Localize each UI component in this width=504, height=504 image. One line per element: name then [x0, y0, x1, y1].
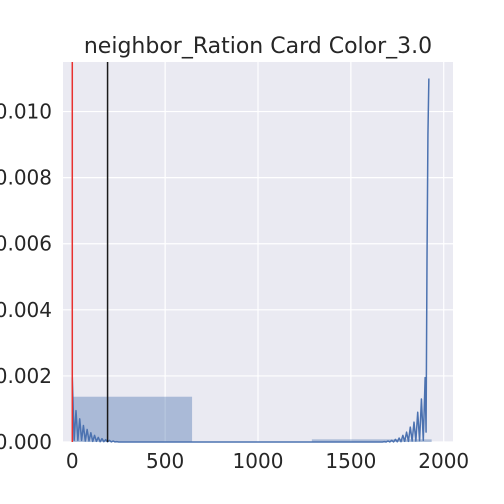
- x-tick-label: 1500: [325, 449, 376, 473]
- y-axis-ticks: 0.000 0.002 0.004 0.006 0.008 0.010: [0, 100, 52, 454]
- y-tick-label: 0.008: [0, 166, 52, 190]
- y-tick-label: 0.000: [0, 430, 52, 454]
- chart-title: neighbor_Ration Card Color_3.0: [84, 34, 432, 59]
- histogram-bar: [72, 396, 193, 442]
- y-tick-label: 0.004: [0, 298, 52, 322]
- y-tick-label: 0.002: [0, 364, 52, 388]
- histogram-bar: [311, 439, 432, 442]
- grid: [63, 62, 453, 443]
- kde-curve: [71, 78, 430, 443]
- x-axis-ticks: 0 500 1000 1500 2000: [66, 449, 469, 473]
- kde-line: [71, 78, 430, 443]
- histogram: [72, 396, 432, 442]
- x-tick-label: 0: [66, 449, 79, 473]
- x-tick-label: 1000: [233, 449, 284, 473]
- y-tick-label: 0.006: [0, 232, 52, 256]
- reference-lines: [71, 62, 109, 442]
- x-tick-label: 500: [146, 449, 184, 473]
- y-tick-label: 0.010: [0, 100, 52, 124]
- x-tick-label: 2000: [418, 449, 469, 473]
